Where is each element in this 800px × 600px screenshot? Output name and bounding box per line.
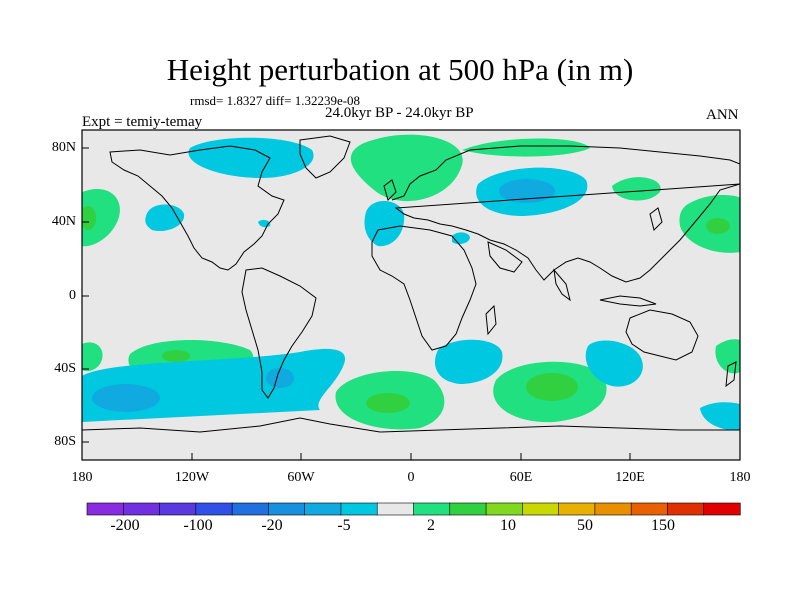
coastline-madagascar bbox=[485, 304, 497, 336]
experiment-label: Expt = temiy-temay bbox=[82, 114, 203, 130]
lat-label: 40S bbox=[54, 361, 76, 376]
coastline-india bbox=[553, 268, 571, 302]
anomaly-region bbox=[82, 342, 103, 372]
colorbar-label: -100 bbox=[183, 517, 213, 534]
colorbar-swatch bbox=[449, 502, 487, 516]
anomaly-region bbox=[364, 200, 405, 247]
anomaly-region bbox=[266, 368, 294, 388]
lat-label: 80S bbox=[54, 434, 76, 449]
colorbar-label: -200 bbox=[110, 517, 140, 534]
coastline-antarctica bbox=[82, 417, 740, 433]
colorbar-swatch bbox=[630, 502, 669, 516]
colorbar-swatch bbox=[558, 502, 596, 516]
anomaly-region bbox=[462, 138, 590, 157]
anomaly-region bbox=[434, 339, 503, 384]
coastline-indonesia bbox=[599, 295, 657, 307]
lon-label: 60W bbox=[287, 470, 315, 485]
stats-subtitle: rmsd= 1.8327 diff= 1.32239e-08 bbox=[190, 93, 361, 108]
anomaly-region bbox=[92, 384, 160, 412]
coastline-eurasia bbox=[391, 145, 740, 283]
coastline-japan bbox=[649, 207, 663, 231]
colorbar-label: 10 bbox=[500, 517, 516, 534]
anomaly-region bbox=[499, 179, 555, 203]
coastline-new-zealand bbox=[725, 361, 737, 388]
anomaly-region bbox=[145, 204, 185, 232]
anomaly-region bbox=[526, 373, 578, 401]
colorbar bbox=[86, 502, 741, 516]
anomaly-field bbox=[82, 134, 740, 431]
coastline-africa bbox=[371, 225, 477, 351]
colorbar-swatch bbox=[376, 502, 415, 516]
colorbar-label: 50 bbox=[577, 517, 593, 534]
lon-label: 180 bbox=[71, 470, 93, 485]
colorbar-swatch bbox=[231, 502, 269, 516]
colorbar-swatch bbox=[340, 502, 378, 516]
colorbar-swatch bbox=[522, 502, 560, 516]
lat-label: 80N bbox=[51, 140, 76, 155]
colorbar-swatch bbox=[413, 502, 451, 516]
anomaly-region bbox=[366, 393, 410, 413]
coastline-greenland bbox=[299, 135, 351, 179]
lon-label: 120W bbox=[174, 470, 210, 485]
coastline-north-america bbox=[109, 145, 285, 271]
colorbar-swatch bbox=[667, 502, 705, 516]
colorbar-label: -5 bbox=[337, 517, 351, 534]
colorbar-swatch bbox=[304, 502, 342, 516]
coastlines bbox=[82, 135, 740, 433]
colorbar-label: 2 bbox=[427, 517, 435, 534]
period-label: 24.0kyr BP - 24.0kyr BP bbox=[325, 105, 474, 121]
colorbar-swatch bbox=[594, 502, 632, 516]
anomaly-region bbox=[715, 339, 740, 374]
colorbar-label: -20 bbox=[261, 517, 283, 534]
map-ticks bbox=[81, 147, 741, 460]
colorbar-swatch bbox=[703, 502, 741, 516]
colorbar-swatch bbox=[268, 502, 306, 516]
lat-label: 40N bbox=[51, 214, 76, 229]
anomaly-region bbox=[350, 134, 463, 202]
colorbar-label: 150 bbox=[651, 517, 675, 534]
season-label: ANN bbox=[706, 107, 739, 123]
lon-label: 60E bbox=[509, 470, 533, 485]
anomaly-region bbox=[162, 350, 190, 362]
coastline-south-america bbox=[241, 267, 317, 399]
anomaly-region bbox=[706, 218, 730, 234]
anomaly-region bbox=[82, 188, 120, 247]
coastline-arabia bbox=[487, 241, 523, 273]
colorbar-swatch bbox=[86, 502, 124, 516]
anomaly-region bbox=[82, 206, 96, 230]
anomaly-region bbox=[585, 340, 643, 387]
coastline-uk bbox=[383, 179, 397, 201]
anomaly-region bbox=[612, 177, 661, 201]
colorbar-swatch bbox=[159, 502, 197, 516]
coastline-australia bbox=[625, 309, 699, 361]
map-title: Height perturbation at 500 hPa (in m) bbox=[166, 52, 634, 87]
colorbar-swatch bbox=[485, 502, 523, 516]
lon-label: 0 bbox=[407, 470, 415, 485]
colorbar-swatch bbox=[122, 502, 161, 516]
colorbar-swatch bbox=[195, 502, 233, 516]
lon-label: 120E bbox=[615, 470, 645, 485]
lat-label: 0 bbox=[69, 288, 76, 303]
anomaly-region bbox=[700, 402, 740, 431]
lon-label: 180 bbox=[729, 470, 751, 485]
